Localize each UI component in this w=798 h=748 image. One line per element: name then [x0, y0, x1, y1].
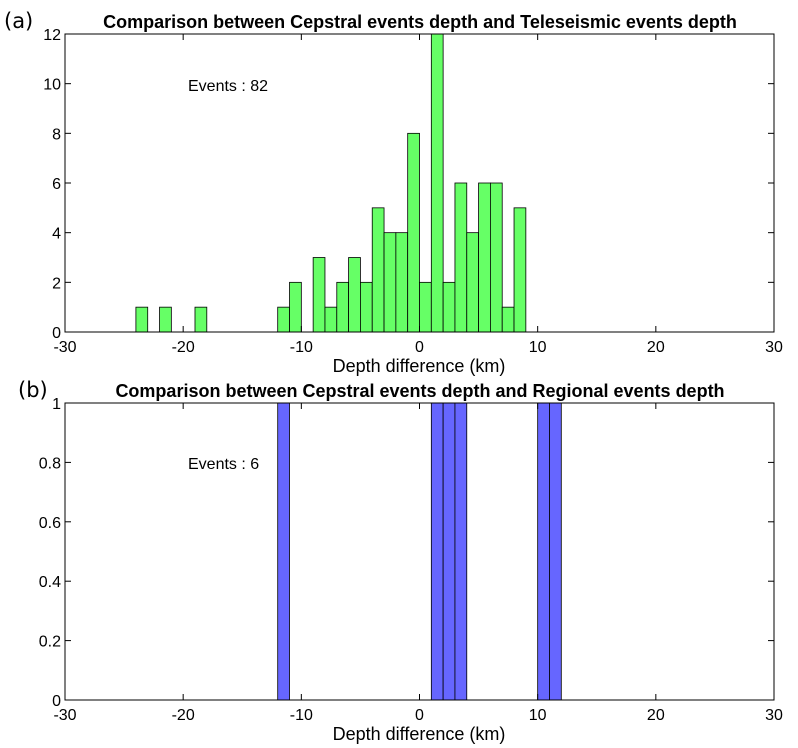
panel-b-bar: [430, 402, 444, 701]
panel-a-x-tick-label: -10: [290, 339, 313, 356]
panel-a-bar: [395, 232, 409, 333]
panel-a-label: (a): [4, 9, 33, 33]
panel-b-x-tick-label: 10: [529, 707, 547, 724]
panel-a-bar: [407, 132, 420, 333]
panel-a-bar: [383, 232, 397, 333]
panel-a-event-count: Events : 82: [188, 78, 268, 95]
panel-b-ticks: -30 -20 -10 0 10 20 30 0 0.2 0.4 0.6 0.8 1: [39, 396, 783, 724]
panel-a-bar: [501, 306, 515, 333]
panel-b-x-tick-label: -10: [290, 707, 313, 724]
panel-a-bar: [466, 232, 479, 333]
panel-b-bar: [277, 402, 290, 701]
panel-a-bar: [478, 182, 491, 333]
panel-a-bar: [336, 281, 349, 333]
panel-b-y-tick-label: 0.6: [39, 515, 61, 532]
panel-b-bar: [454, 402, 468, 701]
panel-b-x-tick-label: 30: [765, 707, 783, 724]
panel-a-ticks: -30 -20 -10 0 10 20 30 0 2 4 6 8 10 12: [43, 27, 783, 356]
panel-a-y-tick-label: 4: [52, 226, 61, 243]
panel-b-event-count: Events : 6: [188, 456, 259, 473]
panel-b-y-tick-label: 0.2: [39, 634, 61, 651]
panel-b-title: Comparison between Cepstral events depth…: [115, 381, 724, 401]
panel-a-y-tick-label: 0: [52, 325, 61, 342]
panel-a-y-tick-label: 10: [43, 77, 61, 94]
panel-a-bar: [430, 33, 444, 333]
panel-a-bar: [312, 257, 326, 333]
panel-a-bar: [194, 306, 208, 333]
panel-b-y-tick-label: 1: [52, 396, 61, 413]
panel-b-label: (b): [18, 378, 48, 402]
panel-a-x-axis-label: Depth difference (km): [333, 356, 506, 376]
panel-b-bar: [549, 402, 562, 701]
panel-a-y-tick-label: 6: [52, 176, 61, 193]
panel-b-bars: [277, 402, 562, 701]
panel-b-y-tick-label: 0.8: [39, 455, 61, 472]
panel-a-x-tick-label: 30: [765, 339, 783, 356]
panel-b: (b) Comparison between Cepstral events d…: [18, 378, 783, 744]
panel-a-bar: [419, 281, 432, 333]
panel-a-bar: [324, 306, 338, 333]
panel-a-bar: [454, 182, 468, 333]
panel-a-y-tick-label: 12: [43, 27, 61, 44]
panel-a: (a) Comparison between Cepstral events d…: [4, 9, 783, 376]
panel-a-y-tick-label: 8: [52, 126, 61, 143]
panel-a-bar: [489, 182, 503, 333]
panel-a-x-tick-label: -20: [172, 339, 195, 356]
panel-a-bar: [135, 306, 149, 333]
panel-b-x-tick-label: 20: [647, 707, 665, 724]
panel-a-x-tick-label: 0: [415, 339, 424, 356]
panel-a-x-tick-label: -30: [53, 339, 76, 356]
panel-a-bar: [442, 281, 456, 333]
panel-a-bar: [289, 281, 302, 333]
panel-a-bar: [360, 281, 373, 333]
panel-b-x-tick-label: 0: [415, 707, 424, 724]
panel-a-bar: [348, 257, 361, 333]
panel-b-y-tick-label: 0: [52, 693, 61, 710]
panel-b-axes-frame: [64, 402, 775, 701]
panel-b-y-tick-label: 0.4: [39, 574, 61, 591]
panel-a-title: Comparison between Cepstral events depth…: [103, 12, 737, 32]
panel-b-x-tick-label: -20: [172, 707, 195, 724]
panel-a-bar: [277, 306, 290, 333]
panel-b-bar: [537, 402, 550, 701]
panel-a-y-tick-label: 2: [52, 275, 61, 292]
panel-a-bar: [371, 207, 385, 333]
panel-a-x-tick-label: 10: [529, 339, 547, 356]
panel-b-bar: [442, 402, 456, 701]
panel-b-x-axis-label: Depth difference (km): [333, 724, 506, 744]
panel-a-x-tick-label: 20: [647, 339, 665, 356]
panel-a-bars: [135, 33, 527, 333]
panel-a-bar: [159, 306, 172, 333]
panel-b-x-tick-label: -30: [53, 707, 76, 724]
panel-a-bar: [513, 207, 527, 333]
